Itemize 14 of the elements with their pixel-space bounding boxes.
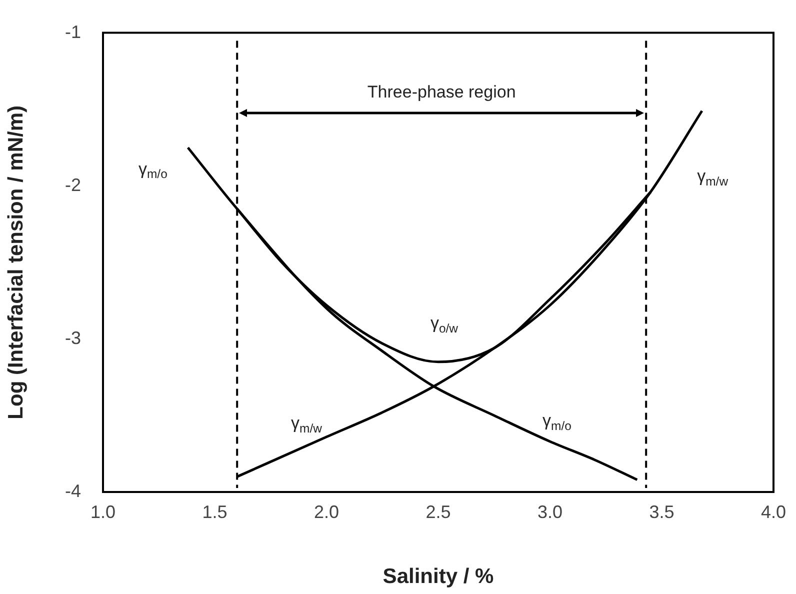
x-tick-label: 2.5 (426, 502, 451, 522)
x-tick-label: 1.5 (202, 502, 228, 522)
x-tick-label: 1.0 (90, 502, 116, 522)
y-tick-label: -4 (64, 480, 81, 501)
x-tick-label: 3.5 (649, 502, 674, 522)
y-tick-label: -2 (64, 174, 81, 195)
annotation: Three-phase region (367, 82, 516, 102)
y-tick-label: -1 (64, 22, 81, 42)
y-tick-label: -3 (64, 328, 81, 348)
x-tick-label: 4.0 (760, 502, 786, 522)
x-axis-title: Salinity / % (382, 565, 494, 588)
x-tick-label: 2.0 (314, 502, 340, 522)
y-axis-title: Log (Interfacial tension / mN/m) (4, 105, 28, 420)
x-tick-label: 3.0 (537, 502, 563, 522)
